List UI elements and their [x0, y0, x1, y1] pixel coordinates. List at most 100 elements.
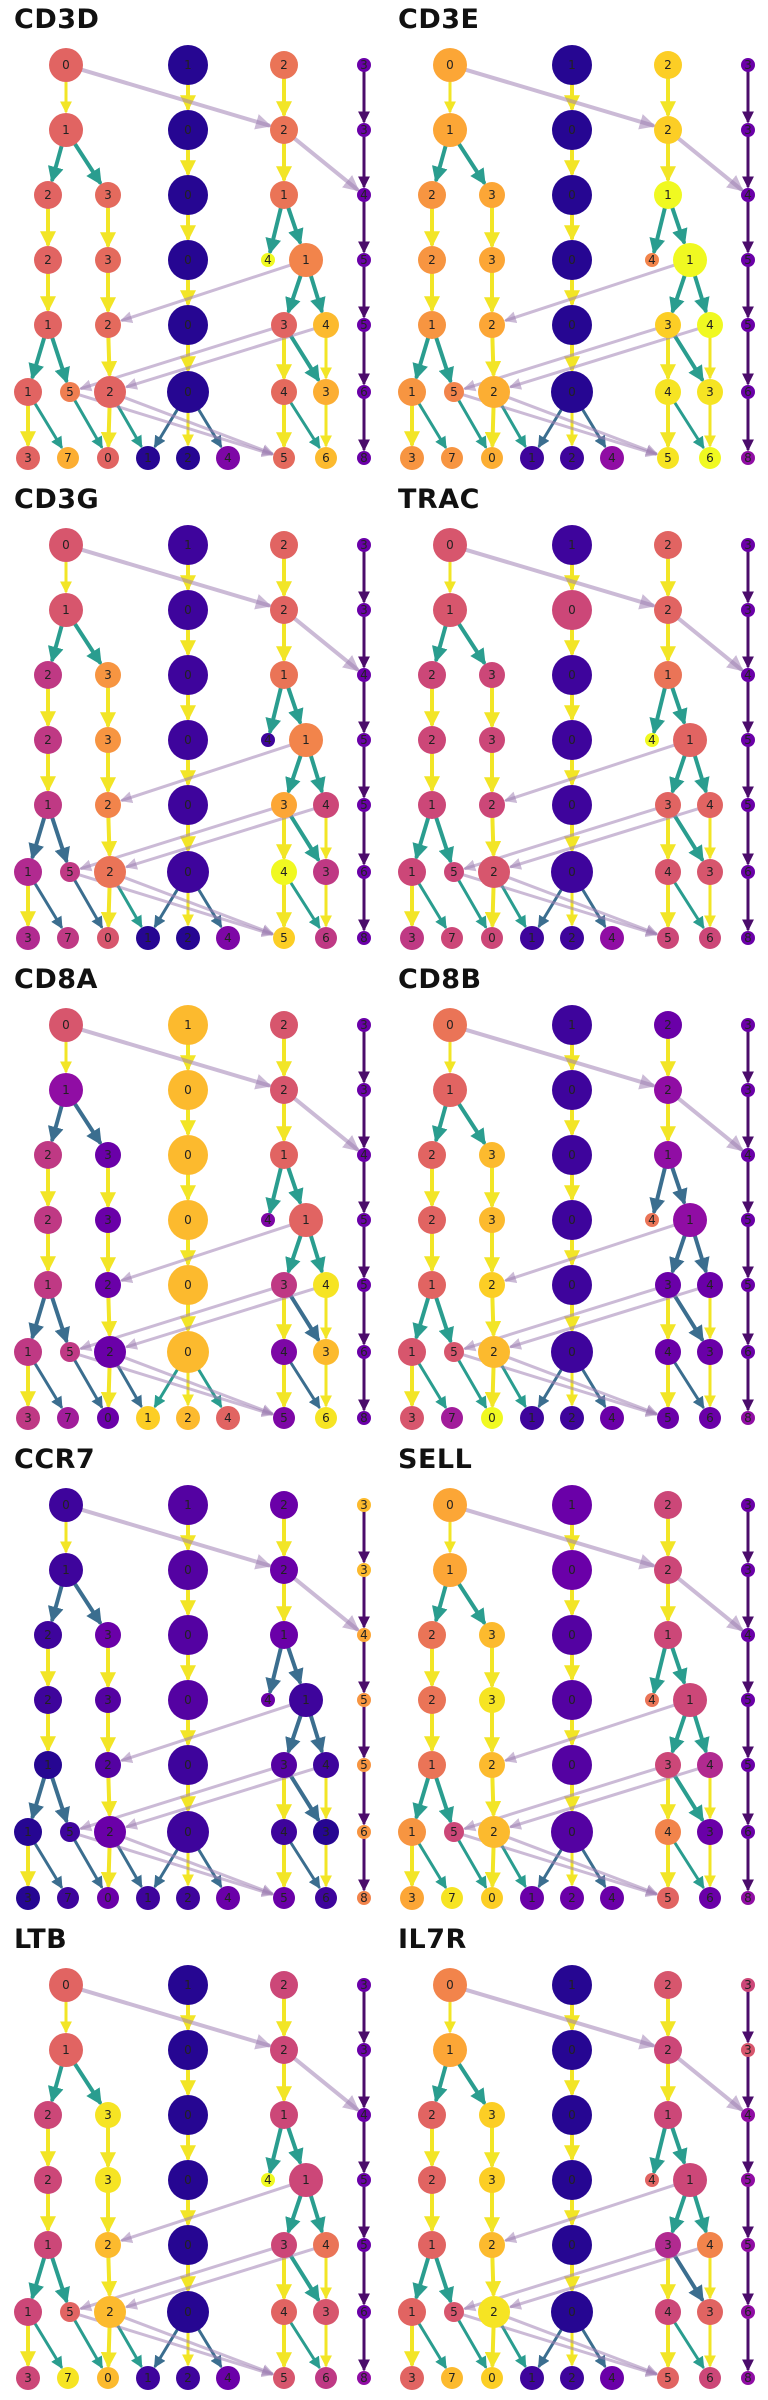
- tree-node: [168, 240, 208, 280]
- tree-node: [357, 188, 371, 202]
- tree-edge: [434, 2256, 454, 2304]
- tree-node: [655, 1752, 681, 1778]
- node-label: 1: [686, 733, 694, 747]
- tree-node: [94, 1816, 126, 1848]
- node-label: 4: [744, 1628, 752, 1642]
- tree-edge: [101, 1296, 118, 1338]
- tree-node: [654, 181, 682, 209]
- tree-edge: [123, 1836, 275, 1896]
- tree-node: [697, 1752, 723, 1778]
- tree-node: [289, 243, 323, 277]
- tree-node: [433, 528, 467, 562]
- tree-plot: 0 1 2 3 1 0 2 3 2 3 0 1 4 2 3 0 4 1 5 1 2 0 3 4 5 1 5 2 0 4 3 6 3 7 0 1 2 4 5 6…: [398, 1965, 755, 2390]
- tree-node: [216, 1406, 240, 1430]
- tree-edge: [412, 1296, 430, 1340]
- node-label: 1: [144, 2371, 152, 2385]
- node-label: 3: [360, 1083, 368, 1097]
- tree-node: [400, 2366, 424, 2390]
- tree-node: [176, 926, 200, 950]
- tree-edge: [485, 1296, 502, 1338]
- tree-edges: [404, 547, 754, 938]
- tree-edges: [20, 1987, 370, 2378]
- tree-node: [168, 1005, 208, 1045]
- tree-edge: [120, 1223, 292, 1284]
- node-label: 2: [488, 798, 496, 812]
- node-label: 7: [448, 931, 456, 945]
- node-label: 4: [224, 931, 232, 945]
- node-label: 4: [264, 733, 272, 747]
- node-label: 7: [64, 2371, 72, 2385]
- tree-edge: [464, 67, 656, 130]
- tree-node: [261, 2173, 275, 2187]
- tree-edge: [100, 886, 117, 929]
- node-label: 3: [24, 1411, 32, 1425]
- tree-node: [167, 371, 209, 413]
- node-label: 0: [568, 1213, 576, 1227]
- node-label: 1: [664, 1148, 672, 1162]
- tree-node: [357, 318, 371, 332]
- tree-node: [176, 1886, 200, 1910]
- tree-node: [398, 858, 426, 886]
- tree-nodes: 0 1 2 3 1 0 2 3 2 3 0 1 4 2 3 0 4 1 5 1 2 0 3 4 5 1 5 2 0 4 3 6 3 7 0 1 2 4 5 6…: [398, 525, 755, 950]
- tree-node: [34, 661, 62, 689]
- node-label: 1: [408, 2305, 416, 2319]
- node-label: 6: [706, 1411, 714, 1425]
- tree-node: [741, 1345, 755, 1359]
- tree-edge: [672, 2254, 704, 2303]
- tree-edge: [676, 136, 744, 192]
- node-label: 4: [744, 1148, 752, 1162]
- node-label: 0: [568, 123, 576, 137]
- tree-node: [741, 123, 755, 137]
- tree-node: [479, 662, 505, 688]
- tree-edge: [288, 2254, 320, 2303]
- tree-node: [357, 1083, 371, 1097]
- node-label: 3: [104, 2173, 112, 2187]
- tree-node: [97, 1407, 119, 1429]
- tree-edge: [48, 2064, 64, 2103]
- node-label: 2: [280, 1018, 288, 1032]
- node-label: 3: [104, 733, 112, 747]
- node-label: 3: [280, 798, 288, 812]
- node-label: 7: [448, 451, 456, 465]
- node-label: 2: [184, 2371, 192, 2385]
- tree-edge: [484, 1366, 501, 1409]
- node-label: 1: [664, 668, 672, 682]
- node-label: 0: [446, 538, 454, 552]
- node-label: 2: [664, 1018, 672, 1032]
- node-label: 5: [744, 1278, 752, 1292]
- node-label: 1: [24, 1825, 32, 1839]
- tree-edge: [670, 1166, 688, 1206]
- node-label: 1: [528, 1891, 536, 1905]
- tree-node: [176, 446, 200, 470]
- tree-node: [479, 2167, 505, 2193]
- node-label: 2: [184, 1891, 192, 1905]
- tree-edge: [484, 2326, 501, 2369]
- tree-node: [271, 1272, 297, 1298]
- tree-node: [418, 2231, 446, 2259]
- node-label: 1: [446, 1563, 454, 1577]
- tree-node: [654, 1621, 682, 1649]
- tree-edge: [292, 616, 360, 672]
- tree-edge: [197, 1848, 223, 1889]
- tree-edge: [649, 1166, 667, 1215]
- node-label: 2: [488, 1758, 496, 1772]
- tree-node: [261, 1213, 275, 1227]
- node-label: 0: [184, 1278, 192, 1292]
- tree-node: [673, 723, 707, 757]
- tree-edge: [581, 2328, 607, 2369]
- tree-edge: [581, 1368, 607, 1409]
- tree-node: [418, 661, 446, 689]
- node-label: 2: [104, 1278, 112, 1292]
- node-label: 3: [664, 2238, 672, 2252]
- node-label: 0: [184, 1693, 192, 1707]
- node-label: 2: [104, 318, 112, 332]
- tree-edge: [412, 816, 430, 860]
- node-label: 5: [664, 931, 672, 945]
- tree-node: [315, 927, 337, 949]
- tree-node: [418, 1751, 446, 1779]
- tree-node: [552, 720, 592, 760]
- tree-node: [167, 1811, 209, 1853]
- tree-plot: 0 1 2 3 1 0 2 3 2 3 0 1 4 2 3 0 4 1 5 1 2 0 3 4 5 1 5 2 0 4 3 6 3 7 0 1 2 4 5 6…: [398, 1485, 755, 1910]
- tree-node: [654, 1971, 682, 1999]
